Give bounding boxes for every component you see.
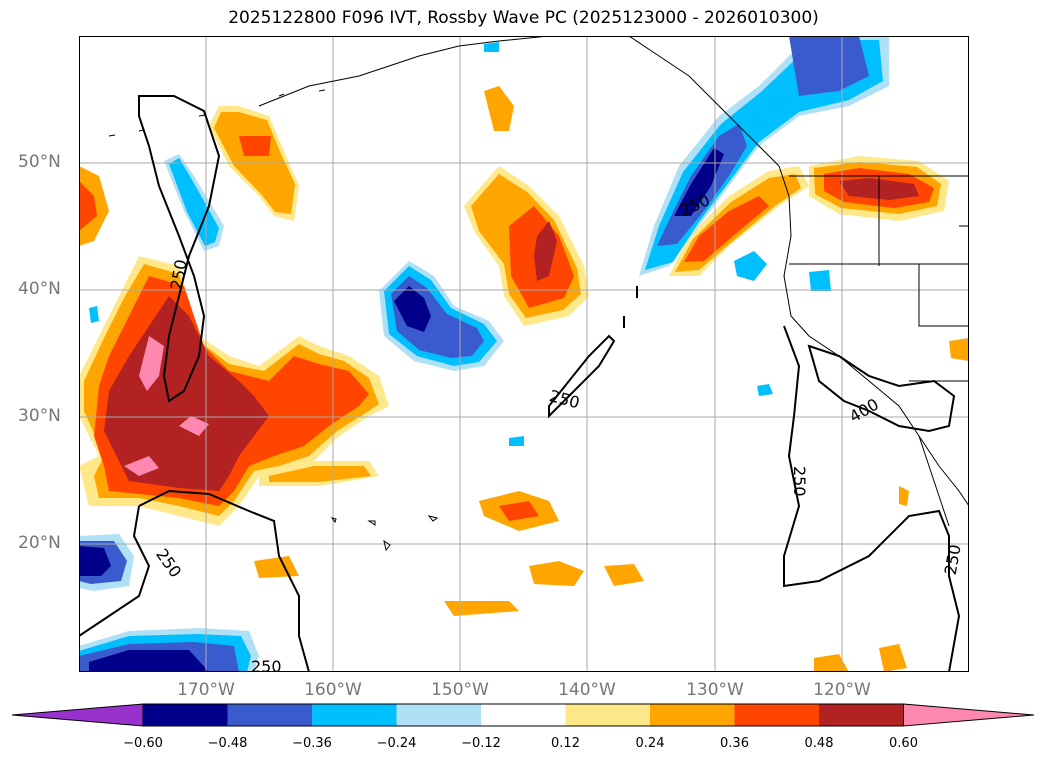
colorbar-tick-label: 0.60: [889, 736, 918, 751]
graticule: [79, 36, 969, 672]
coastlines: [108, 36, 969, 552]
colorbar-segment: [143, 704, 228, 726]
positive-anomaly-left-edge-2: [79, 181, 97, 231]
colorbar-segment: [227, 704, 313, 726]
colorbar-segment: [312, 704, 397, 726]
colorbar-tick-label: −0.24: [376, 736, 417, 751]
positive-anomaly-west-5: [124, 336, 209, 476]
lat-label-40n: 40°N: [18, 279, 61, 299]
filled-contours: [79, 36, 969, 672]
colorbar-tick-label: 0.24: [635, 736, 665, 751]
colorbar: [11, 703, 1035, 727]
positive-anomaly-center-n: [484, 86, 514, 131]
lon-label-130w: 130°W: [686, 680, 744, 700]
contour-250-ne-dash: [623, 286, 638, 328]
map-title: 2025122800 F096 IVT, Rossby Wave PC (202…: [228, 8, 819, 28]
positive-anomaly-ne-plume-3: [684, 196, 769, 262]
colorbar-extend-high: [903, 703, 1035, 727]
contour-250-center: [548, 334, 616, 419]
positive-anomaly-east-edge: [949, 338, 969, 361]
positive-anomaly-center-4: [534, 221, 557, 281]
lon-label-150w: 150°W: [431, 680, 489, 700]
positive-anomaly-nw-3: [239, 136, 271, 156]
positive-anomaly-small-1: [529, 561, 584, 586]
contour-label: 250: [251, 657, 282, 672]
positive-anomaly-strip-2: [269, 466, 371, 482]
lon-label-160w: 160°W: [304, 680, 362, 700]
colorbar-segment: [734, 704, 820, 726]
lat-label-50n: 50°N: [18, 152, 61, 172]
alaska-coast: [258, 36, 780, 167]
colorbar-segment: [396, 704, 482, 726]
negative-anomaly-center-4: [394, 286, 431, 332]
contour-250-east: [783, 325, 961, 672]
contour-250-nw: [138, 95, 221, 403]
baja-coast: [918, 435, 950, 527]
positive-anomaly-small-2: [604, 564, 644, 586]
lon-label-170w: 170°W: [177, 680, 235, 700]
colorbar-tick-label: 0.12: [551, 736, 580, 751]
us-state-lines: [789, 176, 969, 382]
colorbar-tick-label: −0.12: [461, 736, 501, 751]
colorbar-segment: [819, 704, 904, 726]
contour-label: 250: [790, 466, 809, 497]
colorbar-tick-label: −0.48: [207, 736, 248, 751]
negative-anomaly-ne-3: [657, 36, 869, 246]
map-area: 250 250 250 250 250 250 400 250: [79, 36, 969, 672]
colorbar-tick-label: 0.36: [720, 736, 749, 751]
positive-anomaly-west-4: [104, 296, 269, 491]
negative-anomaly-bottom-4: [89, 650, 209, 672]
positive-anomaly-south-2: [499, 501, 539, 521]
colorbar-segment: [565, 704, 651, 726]
hawaii-islands: [330, 515, 439, 552]
aleutian-islands: [108, 89, 326, 137]
lon-label-120w: 120°W: [813, 680, 871, 700]
colorbar-segment: [650, 704, 735, 726]
negative-anomaly-ne-2: [645, 40, 883, 270]
lon-label-140w: 140°W: [558, 680, 616, 700]
negative-anomaly-small-1: [734, 251, 831, 396]
contour-250-sw-2: [79, 505, 151, 637]
negative-anomaly-sw-3: [79, 546, 111, 576]
colorbar-segment: [481, 704, 566, 726]
colorbar-tick-label: −0.36: [292, 736, 332, 751]
colorbar-extend-low: [11, 703, 144, 727]
positive-anomaly-small-3: [444, 601, 519, 616]
contour-250-sw: [138, 489, 310, 672]
contour-400-east: [807, 344, 956, 433]
lat-label-20n: 20°N: [18, 533, 61, 553]
ivt-contours: [79, 95, 961, 672]
lat-label-30n: 30°N: [18, 406, 61, 426]
positive-anomaly-bottom-right: [814, 486, 909, 672]
negative-anomaly-ne-4: [674, 148, 724, 216]
colorbar-tick-label: −0.60: [123, 736, 163, 751]
colorbar-tick-label: 0.48: [804, 736, 834, 751]
